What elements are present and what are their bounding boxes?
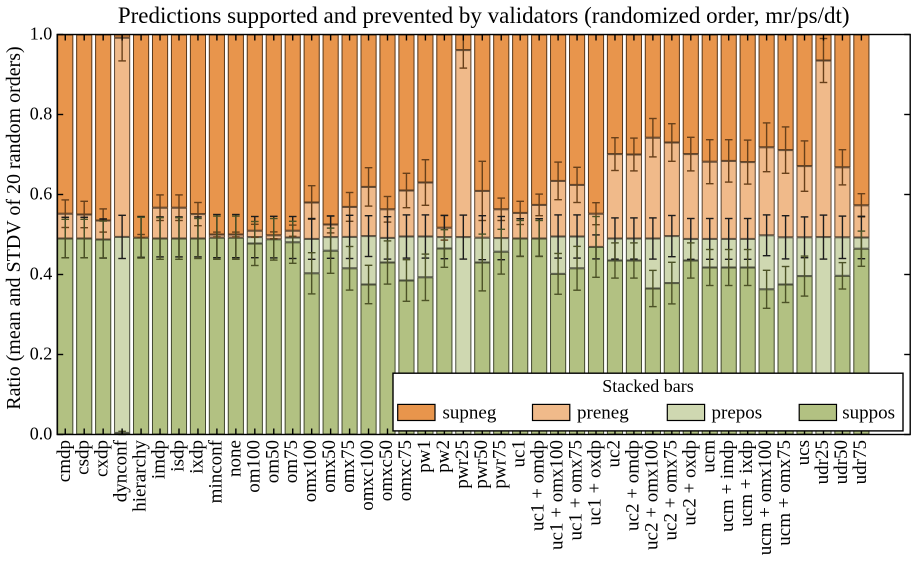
- svg-text:ucm + omx75: ucm + omx75: [774, 440, 795, 546]
- svg-text:omx100: omx100: [300, 440, 321, 502]
- svg-text:udr50: udr50: [831, 440, 852, 484]
- svg-text:supneg: supneg: [443, 403, 497, 424]
- svg-text:omx75: omx75: [338, 440, 359, 493]
- svg-text:ucm: ucm: [698, 440, 719, 473]
- svg-text:0.2: 0.2: [30, 344, 53, 364]
- svg-text:Predictions supported and prev: Predictions supported and prevented by v…: [118, 3, 850, 28]
- svg-text:udr75: udr75: [850, 440, 871, 484]
- svg-text:ucm + imdp: ucm + imdp: [717, 440, 738, 532]
- svg-text:Ratio (mean and STDV of 20 ran: Ratio (mean and STDV of 20 random orders…: [3, 46, 25, 409]
- svg-text:omxc50: omxc50: [376, 440, 397, 501]
- svg-text:om50: om50: [262, 440, 283, 483]
- svg-text:minconf: minconf: [205, 439, 226, 503]
- svg-text:uc1 + omdp: uc1 + omdp: [528, 440, 549, 531]
- svg-text:csdp: csdp: [73, 440, 94, 475]
- svg-text:hierarchy: hierarchy: [130, 440, 151, 512]
- svg-text:0.4: 0.4: [30, 264, 53, 284]
- svg-text:ixdp: ixdp: [186, 440, 207, 474]
- svg-text:pw2: pw2: [433, 440, 454, 473]
- svg-text:cxdp: cxdp: [92, 440, 113, 477]
- svg-text:imdp: imdp: [149, 440, 170, 479]
- svg-text:0.6: 0.6: [30, 184, 53, 204]
- svg-text:omx50: omx50: [319, 440, 340, 493]
- svg-text:isdp: isdp: [167, 440, 188, 472]
- svg-text:pwr25: pwr25: [452, 440, 473, 489]
- svg-text:uc1: uc1: [509, 440, 530, 467]
- svg-text:udr25: udr25: [812, 440, 833, 484]
- svg-text:prepos: prepos: [712, 403, 763, 424]
- svg-text:suppos: suppos: [842, 403, 895, 424]
- svg-text:uc1 + omx100: uc1 + omx100: [547, 440, 568, 550]
- svg-text:uc2 + oxdp: uc2 + oxdp: [679, 440, 700, 526]
- svg-text:0.8: 0.8: [30, 104, 53, 124]
- svg-text:uc1 + omx75: uc1 + omx75: [566, 440, 587, 540]
- svg-text:none: none: [224, 440, 245, 477]
- svg-text:0.0: 0.0: [30, 424, 53, 444]
- svg-text:ucm + ixdp: ucm + ixdp: [736, 440, 757, 527]
- svg-text:omxc75: omxc75: [395, 440, 416, 501]
- svg-text:1.0: 1.0: [30, 24, 53, 44]
- svg-text:Stacked bars: Stacked bars: [602, 376, 693, 396]
- svg-text:om100: om100: [243, 440, 264, 493]
- svg-text:preneg: preneg: [577, 403, 629, 424]
- svg-text:uc1 + oxdp: uc1 + oxdp: [585, 440, 606, 526]
- svg-text:pw1: pw1: [414, 440, 435, 473]
- svg-text:uc2 + omx75: uc2 + omx75: [660, 440, 681, 540]
- svg-text:ucm + omx100: ucm + omx100: [755, 440, 776, 555]
- svg-text:dynconf: dynconf: [111, 439, 132, 502]
- svg-text:uc2: uc2: [603, 440, 624, 467]
- svg-text:pwr50: pwr50: [471, 440, 492, 489]
- svg-text:ucs: ucs: [793, 440, 814, 465]
- svg-text:om75: om75: [281, 440, 302, 483]
- svg-text:omxc100: omxc100: [357, 440, 378, 511]
- svg-text:pwr75: pwr75: [490, 440, 511, 489]
- svg-text:uc2 + omdp: uc2 + omdp: [622, 440, 643, 531]
- svg-text:uc2 + omx100: uc2 + omx100: [641, 440, 662, 550]
- svg-text:cmdp: cmdp: [54, 440, 75, 482]
